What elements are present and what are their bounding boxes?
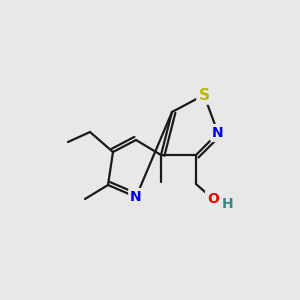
Text: H: H xyxy=(222,197,234,211)
Text: N: N xyxy=(130,190,142,204)
Text: S: S xyxy=(199,88,209,103)
Text: N: N xyxy=(212,126,224,140)
Text: O: O xyxy=(207,192,219,206)
